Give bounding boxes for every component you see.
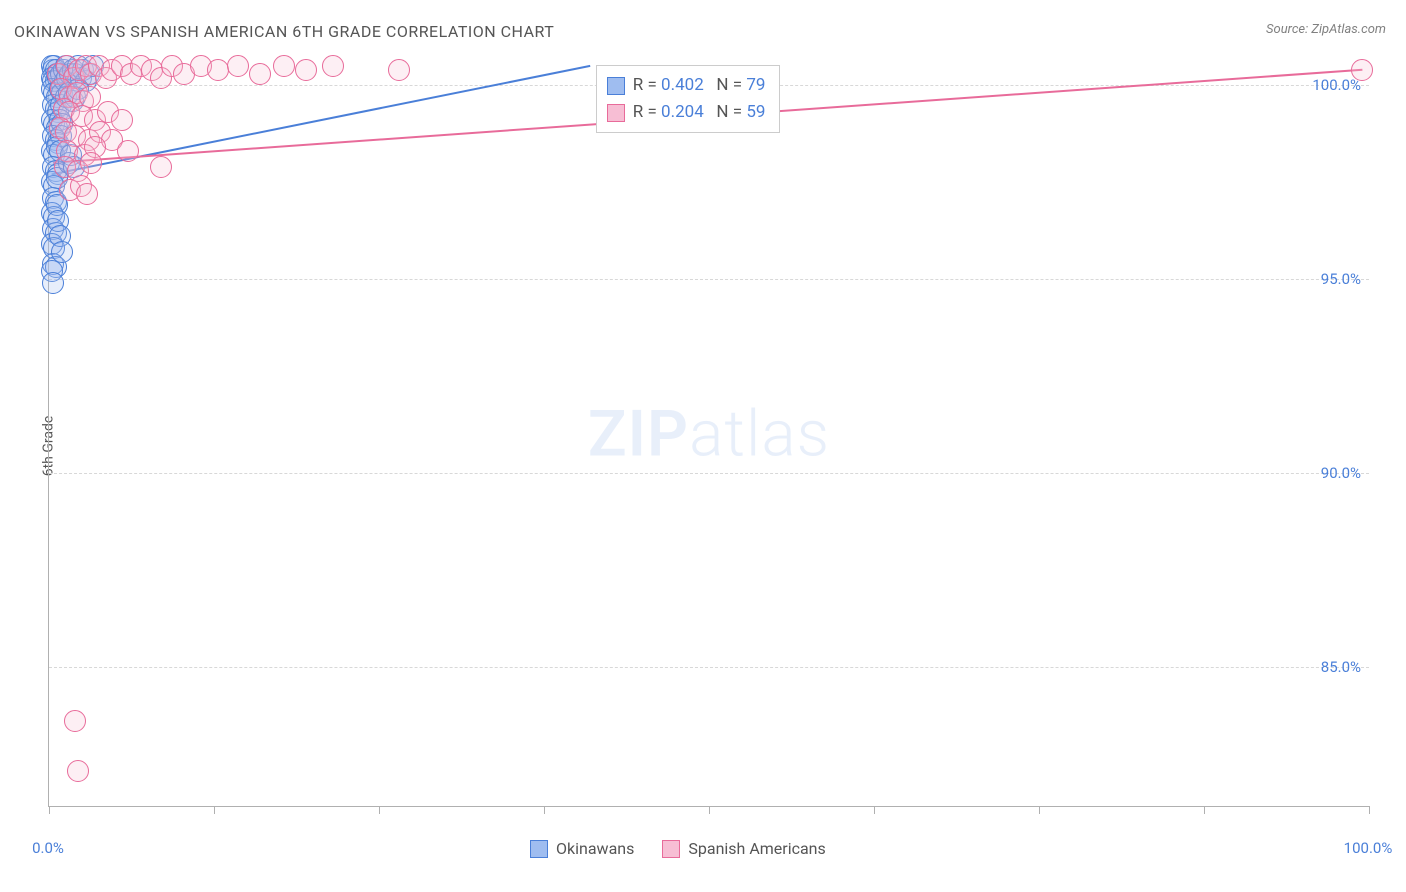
x-tick [379,806,380,814]
scatter-point [295,59,317,81]
legend-stats: R = 0.402 N = 79 [633,72,766,99]
bottom-legend: Okinawans Spanish Americans [530,839,826,858]
legend-swatch-spanish-americans-icon [662,840,680,858]
correlation-legend: R = 0.402 N = 79R = 0.204 N = 59 [596,65,781,133]
scatter-point [207,59,229,81]
gridline [49,667,1369,668]
x-tick [709,806,710,814]
scatter-point [51,241,73,263]
y-tick-label: 85.0% [1321,658,1361,676]
legend-item-spanish-americans: Spanish Americans [662,839,825,858]
plot-container: ZIPatlas 85.0% 90.0% 95.0% 100.0% [48,62,1368,806]
gridline [49,279,1369,280]
scatter-point [322,55,344,77]
legend-swatch-icon [607,77,625,95]
legend-label-okinawans: Okinawans [556,839,634,858]
scatter-point [42,272,64,294]
scatter-point [388,59,410,81]
x-tick [214,806,215,814]
correlation-legend-row: R = 0.204 N = 59 [607,99,766,126]
scatter-point [64,710,86,732]
x-tick [544,806,545,814]
scatter-point [117,140,139,162]
correlation-legend-row: R = 0.402 N = 79 [607,72,766,99]
scatter-point [76,183,98,205]
x-tick [1204,806,1205,814]
legend-stats: R = 0.204 N = 59 [633,99,766,126]
watermark-atlas: atlas [689,397,830,472]
chart-title: OKINAWAN VS SPANISH AMERICAN 6TH GRADE C… [14,22,554,41]
plot-area: ZIPatlas 85.0% 90.0% 95.0% 100.0% [48,62,1369,807]
y-tick-label: 95.0% [1321,270,1361,288]
y-tick-label: 90.0% [1321,464,1361,482]
watermark: ZIPatlas [588,397,830,472]
scatter-point [249,63,271,85]
legend-swatch-okinawans-icon [530,840,548,858]
source-attribution: Source: ZipAtlas.com [1266,22,1386,37]
trend-svg [49,62,1369,806]
scatter-point [1351,59,1373,81]
scatter-point [150,156,172,178]
x-tick-label: 0.0% [32,839,64,857]
watermark-zip: ZIP [588,397,689,472]
x-tick [874,806,875,814]
x-tick [49,806,50,814]
y-tick-label: 100.0% [1312,76,1361,94]
legend-item-okinawans: Okinawans [530,839,634,858]
legend-label-spanish-americans: Spanish Americans [688,839,825,858]
scatter-point [67,760,89,782]
x-tick [1369,806,1370,814]
x-tick [1039,806,1040,814]
scatter-point [80,152,102,174]
x-tick-label: 100.0% [1344,839,1393,857]
scatter-point [273,55,295,77]
legend-swatch-icon [607,104,625,122]
scatter-point [227,55,249,77]
gridline [49,473,1369,474]
